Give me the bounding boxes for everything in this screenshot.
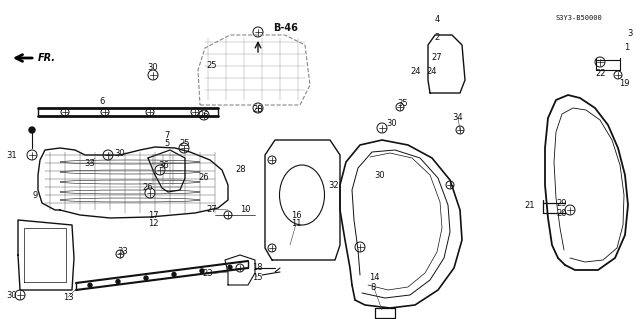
Text: FR.: FR. <box>38 53 56 63</box>
Ellipse shape <box>60 180 200 184</box>
Text: 26: 26 <box>198 110 209 120</box>
Text: 35: 35 <box>397 99 408 108</box>
Text: S3Y3-B50000: S3Y3-B50000 <box>556 15 603 21</box>
Text: 12: 12 <box>148 219 158 228</box>
Circle shape <box>155 165 165 175</box>
Circle shape <box>148 70 158 80</box>
Circle shape <box>146 108 154 116</box>
Circle shape <box>224 211 232 219</box>
Circle shape <box>29 127 35 133</box>
Circle shape <box>199 110 209 120</box>
Circle shape <box>27 150 37 160</box>
Text: 19: 19 <box>619 79 629 88</box>
Text: 22: 22 <box>596 69 606 78</box>
Text: 30: 30 <box>148 63 158 71</box>
Circle shape <box>191 108 199 116</box>
Circle shape <box>116 250 124 258</box>
Circle shape <box>179 143 189 153</box>
Text: 13: 13 <box>63 293 74 301</box>
Text: 32: 32 <box>329 181 339 189</box>
Circle shape <box>236 264 244 272</box>
Text: 24: 24 <box>427 68 437 77</box>
Circle shape <box>253 103 263 113</box>
Text: 31: 31 <box>6 151 17 160</box>
Text: 30: 30 <box>6 292 17 300</box>
Circle shape <box>200 269 204 273</box>
Circle shape <box>144 276 148 280</box>
Text: 17: 17 <box>148 211 158 219</box>
Circle shape <box>253 27 263 37</box>
Circle shape <box>172 272 176 277</box>
Circle shape <box>396 103 404 111</box>
Text: B-46: B-46 <box>273 23 298 33</box>
Text: 27: 27 <box>207 204 218 213</box>
Text: 25: 25 <box>180 138 190 147</box>
Circle shape <box>15 290 25 300</box>
Circle shape <box>446 181 454 189</box>
Circle shape <box>88 283 92 287</box>
Text: 10: 10 <box>240 204 250 213</box>
Text: 23: 23 <box>203 270 213 278</box>
Circle shape <box>145 188 155 198</box>
Text: 8: 8 <box>371 284 376 293</box>
Circle shape <box>116 280 120 284</box>
Text: 5: 5 <box>164 138 170 147</box>
Text: 30: 30 <box>374 170 385 180</box>
Circle shape <box>268 244 276 252</box>
Ellipse shape <box>60 160 200 164</box>
Circle shape <box>268 156 276 164</box>
Circle shape <box>377 123 387 133</box>
Text: 24: 24 <box>411 68 421 77</box>
Text: 30: 30 <box>387 120 397 129</box>
Text: 4: 4 <box>435 16 440 25</box>
Circle shape <box>228 265 232 269</box>
Ellipse shape <box>60 198 200 202</box>
Text: 28: 28 <box>236 165 246 174</box>
Circle shape <box>565 205 575 215</box>
Text: 15: 15 <box>252 272 262 281</box>
Text: 7: 7 <box>164 130 170 139</box>
Text: 2: 2 <box>435 33 440 41</box>
Text: 30: 30 <box>115 149 125 158</box>
Text: 9: 9 <box>33 190 38 199</box>
Text: 16: 16 <box>291 211 301 219</box>
Text: 18: 18 <box>252 263 262 272</box>
Text: 20: 20 <box>557 209 567 218</box>
Circle shape <box>101 108 109 116</box>
Text: 28: 28 <box>253 106 263 115</box>
Text: 36: 36 <box>159 160 170 169</box>
Text: 6: 6 <box>99 97 105 106</box>
Text: 3: 3 <box>627 28 633 38</box>
Circle shape <box>456 126 464 134</box>
Ellipse shape <box>280 165 324 225</box>
Text: 33: 33 <box>118 248 129 256</box>
Text: 26: 26 <box>198 174 209 182</box>
Circle shape <box>355 242 365 252</box>
Ellipse shape <box>60 190 200 194</box>
Circle shape <box>61 108 69 116</box>
Text: 11: 11 <box>291 219 301 228</box>
Text: 27: 27 <box>432 53 442 62</box>
Text: 25: 25 <box>207 62 217 70</box>
Text: 14: 14 <box>369 273 380 283</box>
Ellipse shape <box>60 170 200 174</box>
Circle shape <box>614 71 622 79</box>
Circle shape <box>103 150 113 160</box>
Text: 21: 21 <box>525 201 535 210</box>
Text: 33: 33 <box>84 159 95 167</box>
Text: 34: 34 <box>452 114 463 122</box>
Text: 1: 1 <box>625 42 630 51</box>
Text: 29: 29 <box>557 198 567 207</box>
Text: 26: 26 <box>143 183 154 192</box>
Circle shape <box>595 57 605 67</box>
